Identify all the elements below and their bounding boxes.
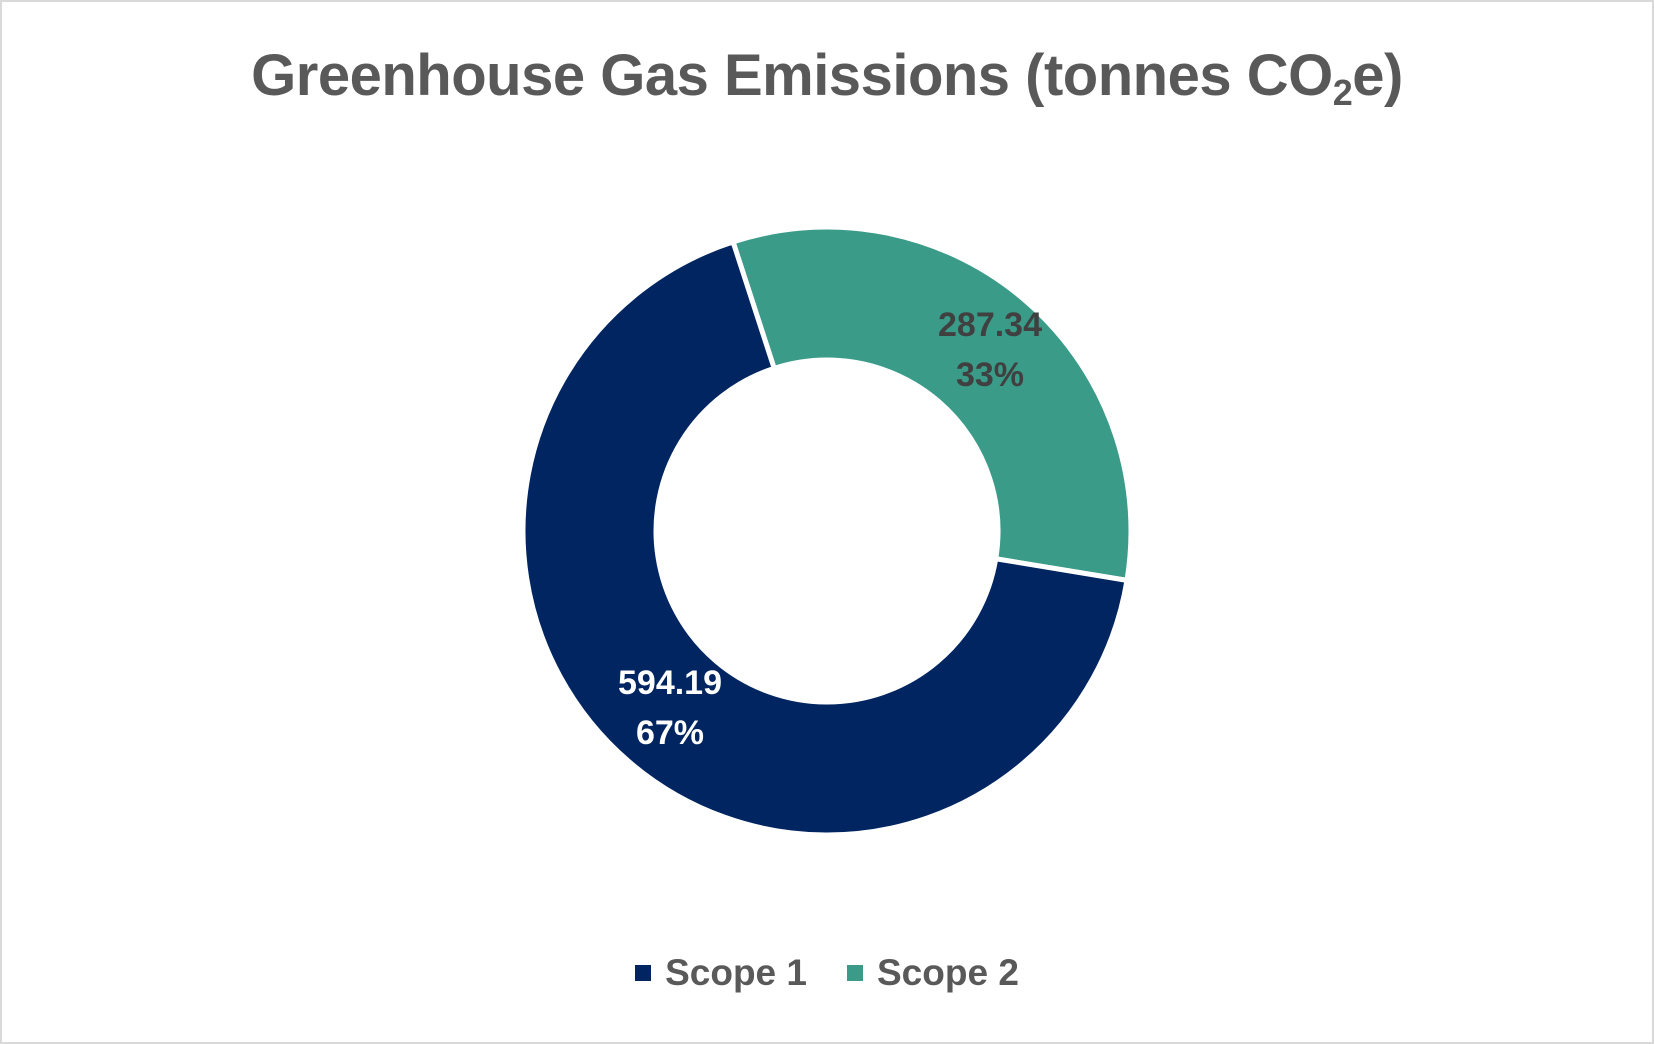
percent-label: 67% bbox=[635, 714, 705, 752]
legend-item-scope-2[interactable]: Scope 2 bbox=[847, 952, 1019, 994]
chart-title: Greenhouse Gas Emissions (tonnes CO2e) bbox=[0, 42, 1654, 111]
data-label-scope-1: 594.19 67% bbox=[585, 658, 755, 758]
data-label-scope-2: 287.34 33% bbox=[905, 300, 1075, 400]
title-text: Greenhouse Gas Emissions (tonnes CO bbox=[251, 43, 1333, 108]
value-label: 594.19 bbox=[618, 664, 722, 702]
legend: Scope 1 Scope 2 bbox=[0, 952, 1654, 994]
legend-label: Scope 2 bbox=[877, 952, 1019, 993]
title-subscript: 2 bbox=[1332, 72, 1353, 113]
donut-segment-scope-1[interactable] bbox=[520, 238, 1130, 838]
donut-segment-scope-2[interactable] bbox=[729, 224, 1134, 584]
title-text-end: e) bbox=[1352, 43, 1403, 108]
percent-label: 33% bbox=[955, 356, 1025, 394]
legend-swatch-icon bbox=[847, 965, 863, 981]
value-label: 287.34 bbox=[938, 306, 1042, 344]
legend-swatch-icon bbox=[635, 965, 652, 981]
legend-item-scope-1[interactable]: Scope 1 bbox=[635, 952, 807, 994]
legend-label: Scope 1 bbox=[665, 952, 807, 993]
